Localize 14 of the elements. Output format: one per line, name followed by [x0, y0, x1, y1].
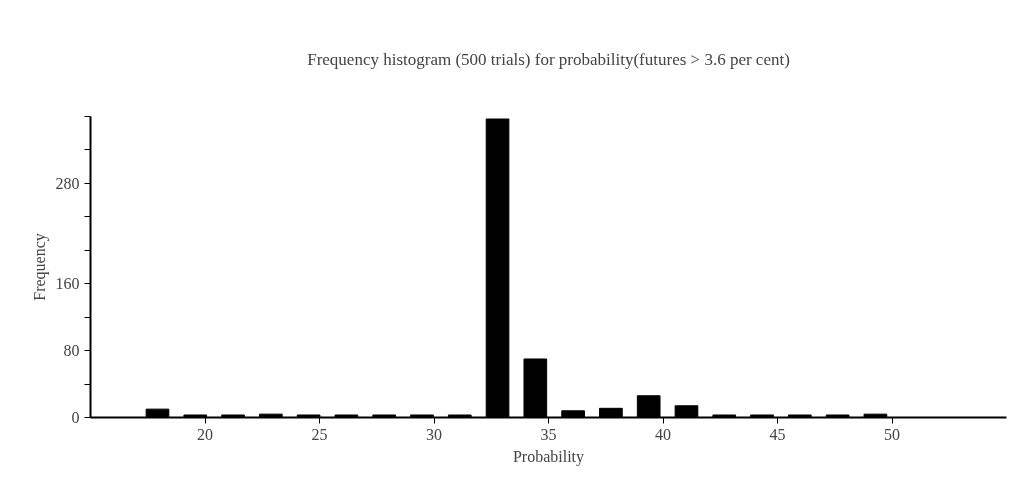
y-tick-label: 280: [55, 174, 80, 192]
y-axis-title: Frequency: [30, 233, 49, 301]
x-tick-label: 45: [769, 425, 786, 443]
y-tick-label: 160: [55, 275, 80, 293]
x-tick-label: 20: [197, 425, 213, 443]
chart-title: Frequency histogram (500 trials) for probability(futures > 3.6 per cent): [307, 50, 790, 69]
x-tick-label: 30: [426, 425, 442, 443]
x-tick-label: 50: [884, 425, 900, 443]
x-tick-label: 35: [540, 425, 557, 443]
x-axis-title: Probability: [512, 447, 585, 466]
y-tick-label: 0: [71, 409, 80, 426]
x-tick-label: 40: [655, 425, 671, 443]
x-tick-label: 25: [311, 425, 328, 443]
y-tick-label: 80: [63, 342, 80, 360]
